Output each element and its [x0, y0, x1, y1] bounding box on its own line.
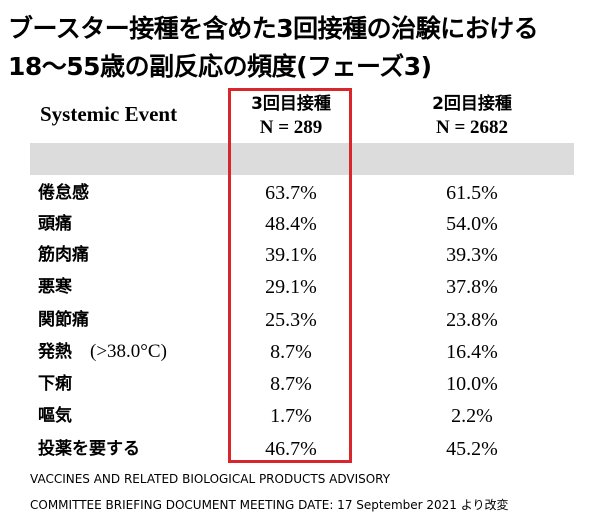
second-dose-value: 23.8% [446, 309, 498, 331]
source-line-1: VACCINES AND RELATED BIOLOGICAL PRODUCTS… [30, 472, 391, 486]
second-dose-value: 45.2% [446, 438, 498, 460]
second-dose-value: 61.5% [446, 182, 498, 204]
event-name: 筋肉痛 [38, 245, 89, 265]
event-label: 下痢 [38, 369, 72, 399]
third-dose-value: 29.1% [265, 276, 317, 298]
third-dose-value: 8.7% [270, 341, 312, 363]
source-line-2: COMMITTEE BRIEFING DOCUMENT MEETING DATE… [30, 498, 509, 512]
title-line-2: 18〜55歳の副反応の頻度(フェーズ3) [8, 52, 432, 81]
table-row: 倦怠感 63.7% 61.5% [0, 178, 598, 208]
table-row: 悪寒 29.1% 37.8% [0, 272, 598, 302]
event-name: 下痢 [38, 374, 72, 394]
table-row: 下痢 8.7% 10.0% [0, 369, 598, 399]
title-line-1: ブースター接種を含めた3回接種の治験における [8, 14, 539, 43]
event-label: 倦怠感 [38, 178, 89, 208]
event-label: 投薬を要する [38, 434, 140, 464]
event-name: 頭痛 [38, 214, 72, 234]
second-dose-value: 54.0% [446, 213, 498, 235]
table-row: 頭痛 48.4% 54.0% [0, 209, 598, 239]
third-dose-n: N = 289 [259, 117, 323, 138]
third-dose-value: 39.1% [265, 244, 317, 266]
third-dose-value: 8.7% [270, 373, 312, 395]
event-label: 嘔気 [38, 401, 72, 431]
third-dose-value: 63.7% [265, 182, 317, 204]
event-label: 筋肉痛 [38, 240, 89, 270]
second-dose-label: 2回目接種 [432, 94, 512, 114]
second-dose-value: 16.4% [446, 341, 498, 363]
event-label: 頭痛 [38, 209, 72, 239]
header-separator-band [30, 143, 574, 175]
second-dose-value: 2.2% [451, 405, 493, 427]
third-dose-value: 25.3% [265, 309, 317, 331]
event-name: 嘔気 [38, 406, 72, 426]
second-dose-n: N = 2682 [435, 117, 509, 138]
second-dose-value: 10.0% [446, 373, 498, 395]
event-label: 関節痛 [38, 305, 89, 335]
event-label: 発熱 (>38.0°C) [38, 337, 167, 367]
table-row: 嘔気 1.7% 2.2% [0, 401, 598, 431]
event-name: 発熱 [38, 342, 72, 362]
event-name: 倦怠感 [38, 183, 89, 203]
event-name: 関節痛 [38, 310, 89, 330]
second-dose-value: 39.3% [446, 244, 498, 266]
event-name: 悪寒 [38, 277, 72, 297]
second-dose-header: 2回目接種 N = 2682 [412, 92, 532, 140]
third-dose-label: 3回目接種 [251, 94, 331, 114]
table-row: 投薬を要する 46.7% 45.2% [0, 434, 598, 464]
third-dose-value: 1.7% [270, 405, 312, 427]
event-label: 悪寒 [38, 272, 72, 302]
event-name: 投薬を要する [38, 439, 140, 459]
table-row: 筋肉痛 39.1% 39.3% [0, 240, 598, 270]
event-column-header: Systemic Event [40, 102, 178, 126]
third-dose-highlight-box [228, 88, 352, 463]
second-dose-value: 37.8% [446, 276, 498, 298]
table-row: 発熱 (>38.0°C) 8.7% 16.4% [0, 337, 598, 367]
table-row: 関節痛 25.3% 23.8% [0, 305, 598, 335]
third-dose-value: 46.7% [265, 438, 317, 460]
third-dose-header: 3回目接種 N = 289 [231, 92, 351, 140]
event-note: (>38.0°C) [90, 341, 167, 362]
third-dose-value: 48.4% [265, 213, 317, 235]
